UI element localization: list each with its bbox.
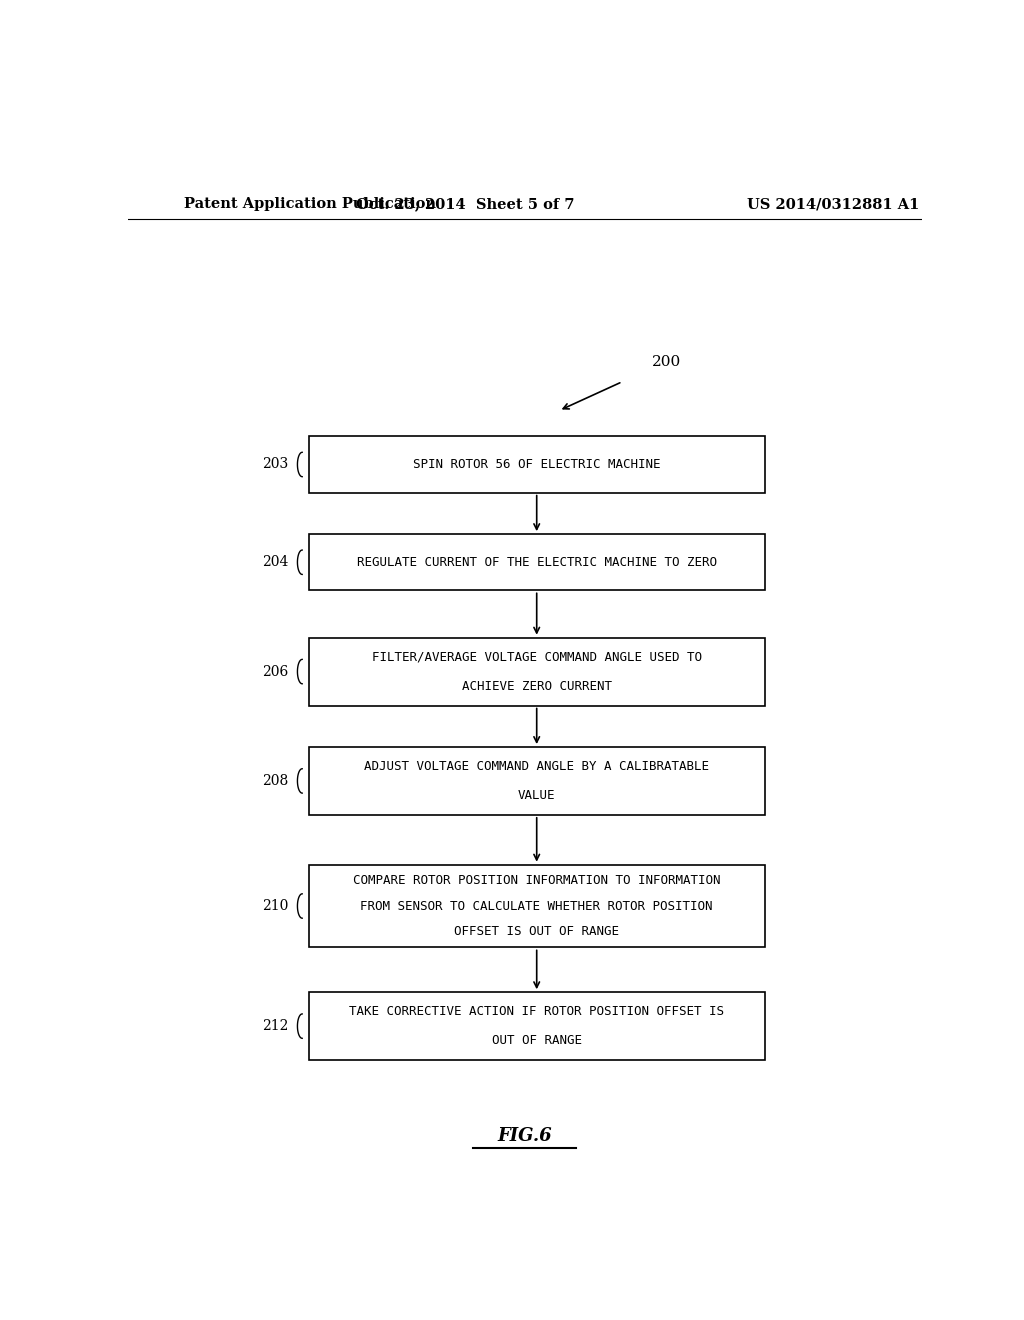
Text: ACHIEVE ZERO CURRENT: ACHIEVE ZERO CURRENT bbox=[462, 680, 611, 693]
Text: ADJUST VOLTAGE COMMAND ANGLE BY A CALIBRATABLE: ADJUST VOLTAGE COMMAND ANGLE BY A CALIBR… bbox=[365, 759, 710, 772]
Text: TAKE CORRECTIVE ACTION IF ROTOR POSITION OFFSET IS: TAKE CORRECTIVE ACTION IF ROTOR POSITION… bbox=[349, 1005, 724, 1018]
Bar bbox=[308, 747, 765, 814]
Text: OUT OF RANGE: OUT OF RANGE bbox=[492, 1035, 582, 1047]
Text: US 2014/0312881 A1: US 2014/0312881 A1 bbox=[748, 197, 920, 211]
Text: OFFSET IS OUT OF RANGE: OFFSET IS OUT OF RANGE bbox=[455, 924, 620, 937]
Text: 208: 208 bbox=[262, 774, 289, 788]
Text: 203: 203 bbox=[262, 458, 289, 471]
Text: Oct. 23, 2014  Sheet 5 of 7: Oct. 23, 2014 Sheet 5 of 7 bbox=[356, 197, 574, 211]
Text: REGULATE CURRENT OF THE ELECTRIC MACHINE TO ZERO: REGULATE CURRENT OF THE ELECTRIC MACHINE… bbox=[356, 556, 717, 569]
Text: FIG.6: FIG.6 bbox=[498, 1127, 552, 1146]
Text: 200: 200 bbox=[652, 355, 681, 370]
Text: 204: 204 bbox=[262, 556, 289, 569]
Bar bbox=[308, 993, 765, 1060]
Bar bbox=[308, 865, 765, 948]
Text: FILTER/AVERAGE VOLTAGE COMMAND ANGLE USED TO: FILTER/AVERAGE VOLTAGE COMMAND ANGLE USE… bbox=[372, 651, 701, 664]
Bar bbox=[308, 437, 765, 492]
Text: Patent Application Publication: Patent Application Publication bbox=[183, 197, 435, 211]
Text: 206: 206 bbox=[262, 664, 289, 678]
Text: FROM SENSOR TO CALCULATE WHETHER ROTOR POSITION: FROM SENSOR TO CALCULATE WHETHER ROTOR P… bbox=[360, 899, 713, 912]
Text: 210: 210 bbox=[262, 899, 289, 913]
Bar bbox=[308, 535, 765, 590]
Text: COMPARE ROTOR POSITION INFORMATION TO INFORMATION: COMPARE ROTOR POSITION INFORMATION TO IN… bbox=[353, 874, 721, 887]
Text: SPIN ROTOR 56 OF ELECTRIC MACHINE: SPIN ROTOR 56 OF ELECTRIC MACHINE bbox=[413, 458, 660, 471]
Bar bbox=[308, 638, 765, 706]
Text: VALUE: VALUE bbox=[518, 789, 555, 803]
Text: 212: 212 bbox=[262, 1019, 289, 1034]
